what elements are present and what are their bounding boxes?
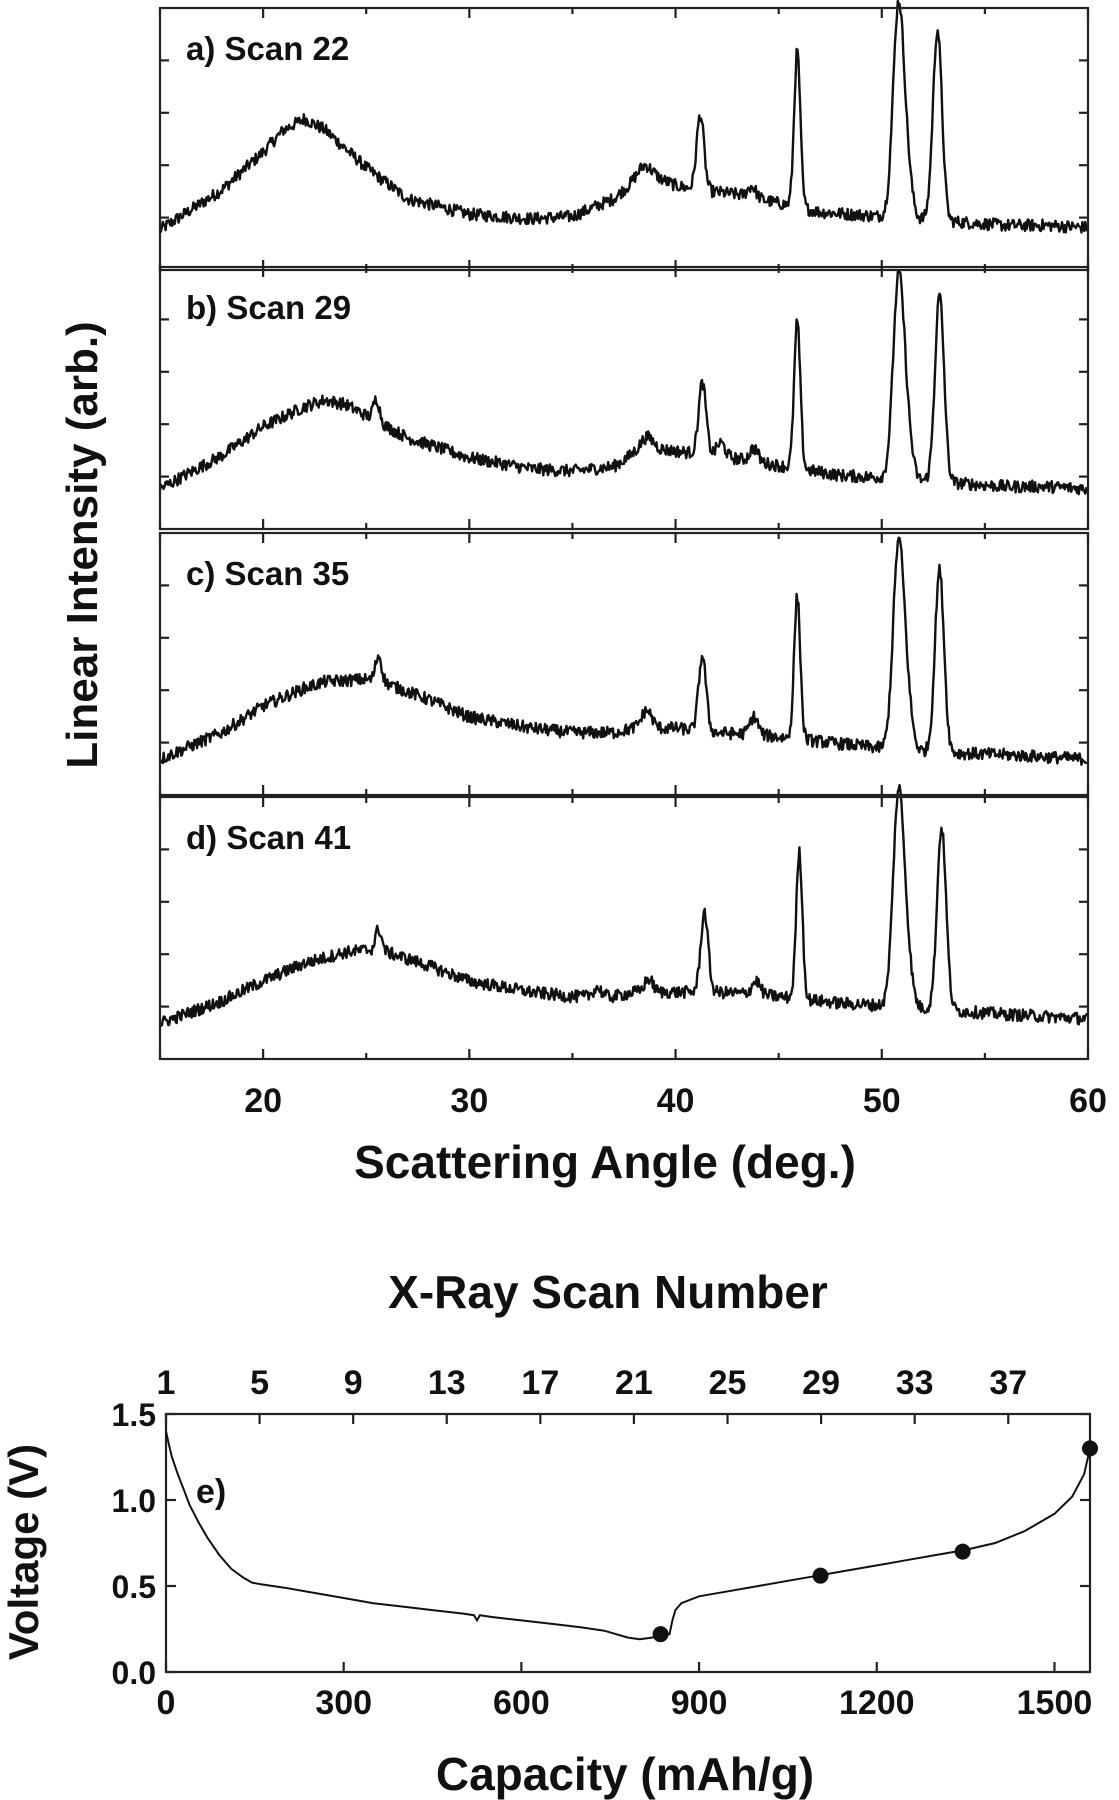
v-top-tick-label: 13 [428,1364,466,1402]
v-top-tick-label: 1 [157,1364,176,1402]
voltage-marker [812,1567,829,1584]
v-top-tick-label: 37 [989,1364,1027,1402]
xrd-x-tick-label: 50 [863,1082,901,1120]
v-x-tick-label: 600 [493,1684,550,1722]
xrd-x-axis-label: Scattering Angle (deg.) [354,1136,856,1188]
xrd-panel-frame-1 [158,6,1090,272]
voltage-x-axis-label: Capacity (mAh/g) [436,1748,814,1800]
xrd-labels: a) Scan 22 b) Scan 29 c) Scan 35 d) Scan 41… [186,30,1107,1120]
voltage-y-axis-label: Voltage (V) [0,1444,47,1660]
v-y-tick-label: 0.5 [112,1569,156,1605]
voltage-marker [1082,1440,1098,1457]
xrd-trace-1 [158,0,1089,234]
v-curve [165,1430,1091,1641]
xrd-x-tick-label: 20 [244,1082,282,1120]
v-top-tick-label: 25 [709,1364,747,1402]
v-y-tick-label: 1.0 [112,1483,156,1519]
v-x-tick-label: 0 [157,1684,176,1722]
voltage-marker [954,1543,971,1560]
voltage-frame [164,1412,1092,1674]
xrd-panel-label-1: a) Scan 22 [186,30,349,67]
xrd-trace-4 [158,784,1089,1027]
v-top-tick-label: 9 [344,1364,363,1402]
v-x-tick-label: 1200 [839,1684,915,1722]
v-ticks: 0 300 600 900 1200 1500 0.0 0.5 1.0 1.5 [112,1397,1093,1722]
xrd-y-axis-label: Linear Intensity (arb.) [58,321,107,768]
xrd-plot: a) Scan 22 b) Scan 29 c) Scan 35 d) Scan 41… [58,0,1107,1188]
v-axes [164,1412,1092,1674]
v-top-tick-label: 5 [250,1364,269,1402]
xrd-trace-3 [158,536,1088,766]
xrd-panel-label-2: b) Scan 29 [186,289,351,326]
xrd-ticks [158,8,1090,1059]
v-x-tick-label: 1500 [1017,1684,1093,1722]
xrd-x-tick-label: 40 [657,1082,695,1120]
v-top-tick-label: 21 [615,1364,653,1402]
xrd-traces [158,0,1089,1027]
xrd-panel-frame-3 [158,531,1090,797]
xrd-frames [158,6,1090,1061]
v-points [652,1440,1098,1643]
xrd-panel-frame-2 [158,265,1090,531]
v-top-tick-label: 29 [802,1364,840,1402]
v-y-tick-label: 0.0 [112,1655,156,1691]
xrd-panel-frame-4 [158,795,1090,1061]
voltage-curve [165,1430,1091,1641]
voltage-plot: X-Ray Scan Number 1 5 9 13 17 21 25 29 33 37 0 300… [0,1266,1098,1800]
xrd-trace-2 [158,270,1089,496]
voltage-top-axis-label: X-Ray Scan Number [388,1266,828,1318]
v-top-tick-label: 33 [896,1364,934,1402]
xrd-x-tick-label: 60 [1069,1082,1107,1120]
xrd-panel-label-4: d) Scan 41 [186,819,351,856]
voltage-marker [652,1626,669,1643]
v-top-tick-label: 17 [521,1364,559,1402]
v-x-tick-label: 300 [315,1684,372,1722]
xrd-x-tick-label: 30 [450,1082,488,1120]
v-x-tick-label: 900 [671,1684,728,1722]
xrd-panel-label-3: c) Scan 35 [186,555,349,592]
v-y-tick-label: 1.5 [112,1397,156,1433]
voltage-panel-label: e) [196,1473,226,1511]
